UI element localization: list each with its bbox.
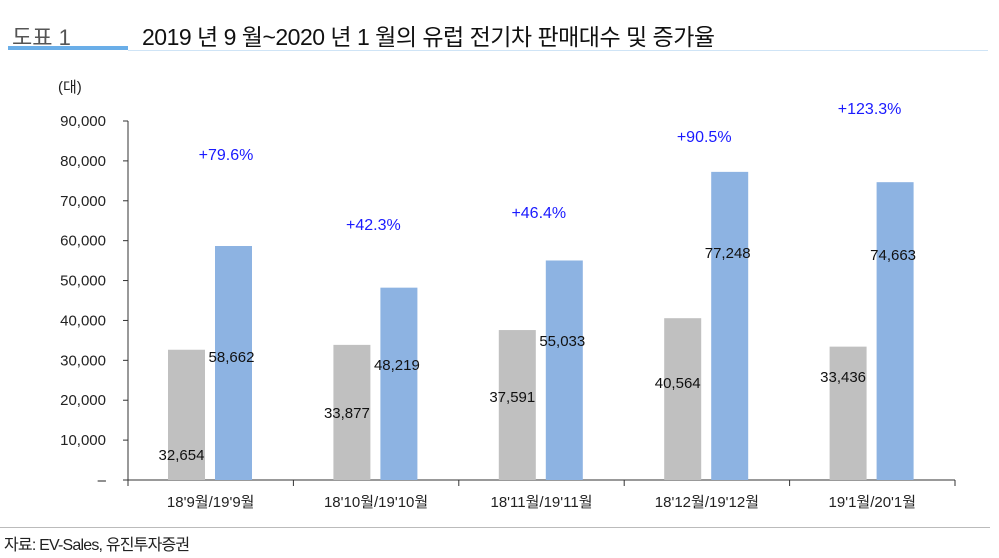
data-label-current-year: 58,662	[209, 349, 255, 366]
growth-rate-label: +42.3%	[346, 217, 401, 234]
y-axis-unit-label: (대)	[58, 79, 82, 96]
y-tick-label: 90,000	[60, 113, 106, 130]
y-tick-label: –	[98, 472, 107, 489]
data-label-prior-year: 37,591	[489, 389, 535, 406]
bar-current-year	[876, 182, 914, 480]
header-accent-bar	[8, 46, 128, 50]
growth-rate-label: +90.5%	[677, 129, 732, 146]
y-tick-label: 10,000	[60, 432, 106, 449]
chart-title: 2019 년 9 월~2020 년 1 월의 유럽 전기차 판매대수 및 증가율	[142, 24, 715, 50]
y-tick-label: 80,000	[60, 153, 106, 170]
bar-current-year	[545, 260, 583, 480]
y-tick-label: 30,000	[60, 352, 106, 369]
y-tick-label: 20,000	[60, 392, 106, 409]
data-label-prior-year: 33,877	[324, 405, 370, 422]
footer-divider	[0, 527, 990, 528]
data-label-current-year: 48,219	[374, 357, 420, 374]
y-tick-label: 60,000	[60, 233, 106, 250]
bar-current-year	[711, 171, 749, 480]
growth-rate-label: +79.6%	[199, 147, 254, 164]
data-label-current-year: 74,663	[870, 247, 916, 264]
source-note: 자료: EV-Sales, 유진투자증권	[4, 537, 190, 554]
x-tick-label: 18'10월/19'10월	[324, 494, 428, 511]
x-tick-label: 18'11월/19'11월	[490, 494, 592, 511]
data-label-prior-year: 32,654	[159, 447, 205, 464]
x-tick-label: 18'12월/19'12월	[655, 494, 759, 511]
bar-current-year	[380, 287, 418, 480]
data-label-current-year: 55,033	[539, 333, 585, 350]
bar-current-year	[215, 246, 252, 480]
bar-prior-year	[664, 318, 702, 480]
bar-prior-year	[829, 346, 867, 480]
data-label-current-year: 77,248	[705, 245, 751, 262]
data-label-prior-year: 40,564	[655, 375, 701, 392]
y-tick-label: 50,000	[60, 273, 106, 290]
growth-rate-label: +123.3%	[838, 101, 902, 118]
y-tick-label: 40,000	[60, 312, 106, 329]
y-tick-label: 70,000	[60, 193, 106, 210]
x-tick-label: 19'1월/20'1월	[829, 494, 917, 511]
data-label-prior-year: 33,436	[820, 369, 866, 386]
x-tick-label: 18'9월/19'9월	[167, 494, 255, 511]
bar-prior-year	[498, 330, 536, 480]
header-divider	[128, 50, 988, 51]
figure-label: 도표 1	[12, 25, 71, 50]
bar-prior-year	[333, 344, 371, 480]
bar-prior-year	[168, 349, 205, 480]
growth-rate-label: +46.4%	[511, 205, 566, 222]
